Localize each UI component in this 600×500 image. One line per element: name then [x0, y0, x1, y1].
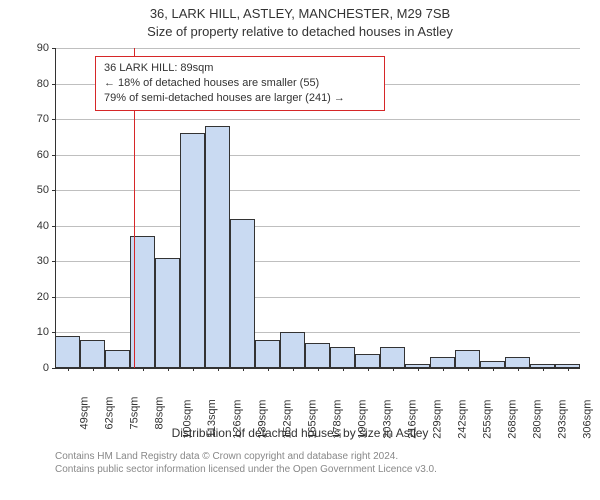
x-tick [568, 368, 569, 371]
histogram-bar [255, 340, 280, 368]
x-tick [243, 368, 244, 371]
chart-title: 36, LARK HILL, ASTLEY, MANCHESTER, M29 7… [0, 6, 600, 21]
histogram-bar [155, 258, 180, 368]
histogram-bar [280, 332, 305, 368]
x-tick [493, 368, 494, 371]
histogram-bar [380, 347, 405, 368]
y-axis-line [55, 48, 56, 368]
x-tick [118, 368, 119, 371]
chart-container: 36, LARK HILL, ASTLEY, MANCHESTER, M29 7… [0, 0, 600, 500]
x-tick-label: 75sqm [128, 397, 140, 430]
histogram-bar [505, 357, 530, 368]
y-tick-label: 70 [37, 113, 49, 125]
histogram-bar [105, 350, 130, 368]
annotation-box: 36 LARK HILL: 89sqm← 18% of detached hou… [95, 56, 385, 111]
x-tick-label: 62sqm [103, 397, 115, 430]
histogram-bar [455, 350, 480, 368]
histogram-bar [355, 354, 380, 368]
y-tick-label: 60 [37, 149, 49, 161]
y-tick-label: 80 [37, 78, 49, 90]
footer-attribution: Contains HM Land Registry data © Crown c… [55, 450, 437, 476]
histogram-bar [180, 133, 205, 368]
chart-subtitle: Size of property relative to detached ho… [0, 24, 600, 39]
y-tick-label: 90 [37, 42, 49, 54]
y-tick-label: 10 [37, 326, 49, 338]
annotation-line: 36 LARK HILL: 89sqm [104, 61, 376, 76]
x-tick [68, 368, 69, 371]
x-tick [318, 368, 319, 371]
histogram-bar [230, 219, 255, 368]
histogram-bar [330, 347, 355, 368]
histogram-bar [305, 343, 330, 368]
x-tick [393, 368, 394, 371]
histogram-bar [80, 340, 105, 368]
x-tick-label: 49sqm [78, 397, 90, 430]
x-tick [193, 368, 194, 371]
x-tick [468, 368, 469, 371]
y-tick-label: 0 [43, 362, 49, 374]
x-tick [293, 368, 294, 371]
x-tick [218, 368, 219, 371]
y-tick-label: 20 [37, 291, 49, 303]
y-tick-label: 50 [37, 184, 49, 196]
histogram-bar [480, 361, 505, 368]
histogram-bar [55, 336, 80, 368]
x-tick [518, 368, 519, 371]
x-tick [143, 368, 144, 371]
x-tick [368, 368, 369, 371]
x-tick [443, 368, 444, 371]
plot-area: 010203040506070809049sqm62sqm75sqm88sqm1… [55, 48, 580, 368]
x-tick-label: 88sqm [153, 397, 165, 430]
footer-line-1: Contains HM Land Registry data © Crown c… [55, 450, 437, 463]
x-tick [93, 368, 94, 371]
annotation-line: 79% of semi-detached houses are larger (… [104, 91, 376, 106]
x-tick [268, 368, 269, 371]
y-tick-label: 40 [37, 220, 49, 232]
annotation-line: ← 18% of detached houses are smaller (55… [104, 76, 376, 91]
x-tick [543, 368, 544, 371]
x-tick [418, 368, 419, 371]
x-axis-label: Distribution of detached houses by size … [0, 426, 600, 440]
histogram-bar [430, 357, 455, 368]
x-tick [343, 368, 344, 371]
x-tick [168, 368, 169, 371]
histogram-bar [205, 126, 230, 368]
footer-line-2: Contains public sector information licen… [55, 463, 437, 476]
y-tick-label: 30 [37, 255, 49, 267]
